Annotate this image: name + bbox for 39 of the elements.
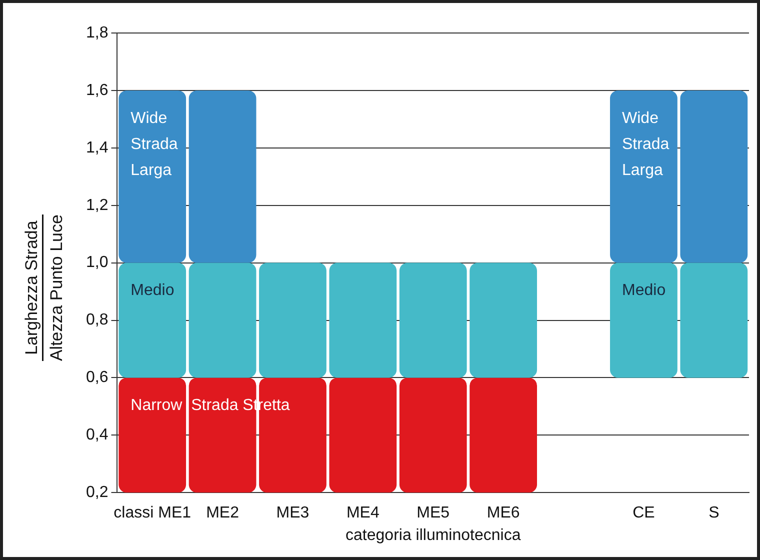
- bar: [470, 262, 538, 378]
- bar: [118, 378, 186, 493]
- y-tick-label: 0,4: [86, 426, 108, 444]
- series-label: Medio: [130, 282, 174, 300]
- y-tick-label: 0,8: [86, 312, 108, 329]
- series-label: Medio: [622, 282, 666, 300]
- bar: [470, 378, 538, 493]
- x-axis-title: categoria illuminotecnica: [346, 526, 521, 544]
- bar: [118, 90, 186, 263]
- y-axis-title: Larghezza Strada Altezza Punto Luce: [22, 214, 66, 362]
- x-tick-label: ME5: [416, 504, 450, 522]
- bar: [680, 90, 748, 263]
- x-tick-label: ME6: [486, 504, 520, 522]
- x-tick-label: CE: [632, 504, 655, 522]
- x-tick-label: S: [708, 504, 720, 522]
- bar: [680, 262, 748, 378]
- bar: [259, 262, 326, 378]
- bar: [610, 90, 678, 263]
- y-tick-label: 1,2: [86, 196, 108, 214]
- x-tick-label: ME3: [276, 504, 310, 522]
- x-tick-label: ME4: [346, 504, 380, 522]
- bar: [188, 262, 256, 378]
- y-tick-label: 1,6: [86, 82, 108, 99]
- bar: [610, 262, 678, 378]
- bar: [188, 90, 256, 263]
- bar: [329, 262, 397, 378]
- y-tick-label: 0,6: [86, 369, 108, 386]
- y-tick-label: 1,0: [86, 254, 108, 272]
- bar: [399, 262, 467, 378]
- series-label: Wide Strada Larga: [622, 110, 670, 179]
- series-label: Wide Strada Larga: [130, 110, 178, 179]
- bar: [329, 378, 397, 493]
- x-tick-label: classi ME1: [114, 504, 192, 522]
- bar: [118, 262, 186, 378]
- bar: [399, 378, 467, 493]
- y-tick-label: 1,4: [86, 139, 108, 156]
- x-tick-label: ME2: [206, 504, 240, 522]
- y-tick-label: 1,8: [86, 24, 108, 42]
- y-tick-label: 0,2: [86, 484, 108, 502]
